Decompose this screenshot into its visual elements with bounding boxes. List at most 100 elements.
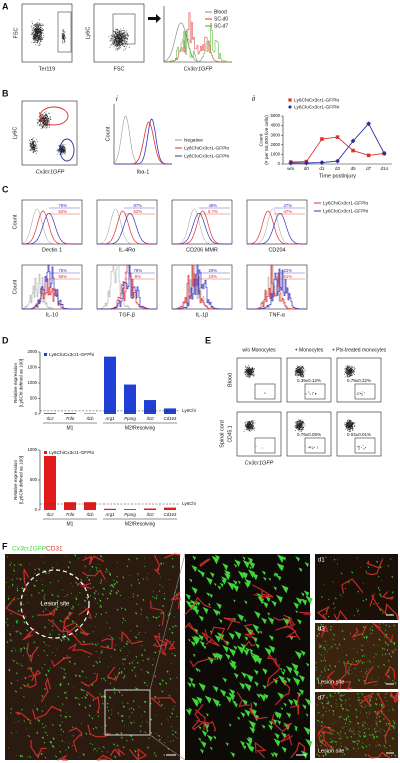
x-axis-label: Time postinjury [319,173,356,179]
marker-label: CD204 [268,247,285,253]
histogram-curve [247,212,307,245]
marker-label: IL-4Rα [119,247,136,253]
legend-label: Ly6ChiCx3cr1-GFPlo [294,97,339,103]
bar [124,384,136,414]
row-label: Spinal cord [219,420,225,448]
legend-label: SC-d7 [214,23,228,29]
x-tick-label: d1 [319,166,325,171]
y-tick-label: 500 [30,477,38,482]
bar [44,413,56,414]
micrograph [315,554,398,620]
percentage: 78% [133,268,142,273]
y-axis-label: (# per 50,000 live cells) [264,115,270,165]
x-tick-label: d5 [351,166,357,171]
flow-dots [243,420,263,449]
lesion-label: Lesion site [318,748,344,754]
legend-label: Blood [214,9,227,15]
y-axis-label: [Ly6Chi defined as 100] [19,456,24,504]
flow-dots [28,111,66,155]
legend-label: SC-d0 [214,16,228,22]
y-tick-label: 2000 [270,142,280,147]
legend-marker [288,105,292,109]
y-tick-label: 4000 [270,123,280,128]
legend-label: Ly6ChiCx3cr1-GFPlo [49,450,94,456]
label: FSC [114,66,125,72]
stain-label: CD31 [46,546,63,553]
plot-frame [93,3,145,63]
bar [164,507,176,510]
data-point [303,160,309,166]
label: Ly6C [12,127,18,140]
label: Cx3cr1GFP [184,66,213,72]
y-axis-label: Count [258,133,264,146]
y-tick-label: 1000 [27,380,37,385]
data-point [288,160,294,166]
arrow [148,14,161,23]
legend-marker [44,451,47,454]
histogram-curve [113,115,172,165]
flow-dots [243,365,266,394]
percentage: 52% [58,209,67,214]
percentage: 87% [133,203,142,208]
x-tick-label: Pparg [124,416,136,421]
percentage: 62% [133,209,142,214]
legend-marker [288,98,292,102]
label: Count [12,279,18,294]
gate [354,383,376,400]
vessel-signal [316,559,399,622]
label: Count [105,126,111,141]
legend-label: Ly6CloCx3cr1-GFPhi [294,104,339,110]
column-header: + Ptx-treated monocytes [332,347,387,353]
x-tick-label: d7 [366,166,372,171]
legend-marker [44,353,47,356]
data-point [320,137,324,141]
marker-label: CD206 MMR [186,247,218,253]
flow-dots [108,27,130,51]
plot-frame [286,411,332,457]
label: Count [12,214,18,229]
plot-frame [336,411,382,457]
marker-label: Dectin 1 [42,247,62,253]
x-tick-label: Il12 [47,416,55,421]
histogram-curve [164,23,232,63]
percentage: 55% [58,274,67,279]
gate [57,11,72,53]
y-tick-label: 500 [30,396,38,401]
plot-frame [21,199,83,245]
gate [59,138,75,162]
histogram-curve [22,212,82,245]
zoom-box [104,689,151,736]
x-tick-label: Il1b [87,512,95,517]
plot-frame [246,199,308,245]
microglia-signal [315,692,397,758]
percentage: 0.79±0.22% [347,378,371,383]
histogram-curve [247,210,307,245]
percentage: 0.39±0.12% [297,378,321,383]
label: Cx3cr1GFP [36,169,65,175]
x-tick-label: Tnfα [66,512,75,517]
vessel-signal [184,558,311,758]
y-tick-label: 0 [278,161,281,166]
timepoint-label: d3 [318,627,325,633]
data-point [351,148,355,153]
data-point [335,135,340,139]
legend-label: Ly6CloCx3cr1-GFPhi [49,352,94,358]
histogram-curve [172,212,232,245]
data-point [381,151,387,156]
column-header: w/o Monocytes [242,347,276,353]
bar [124,509,136,510]
series-line [290,136,385,163]
y-axis-label: Relative expression [13,363,18,404]
vessel-signal [317,622,396,690]
gate [39,106,69,126]
marker-label: IL-10 [46,312,59,318]
x-tick-label: w/o [287,166,295,171]
x-tick-label: Pparg [124,512,136,517]
y-tick-label: 5000 [270,113,280,118]
y-tick-label: 1500 [27,365,37,370]
group-label: M1 [67,521,74,527]
histogram-curve [247,264,307,310]
group-label: M2/Resolving [125,425,156,431]
